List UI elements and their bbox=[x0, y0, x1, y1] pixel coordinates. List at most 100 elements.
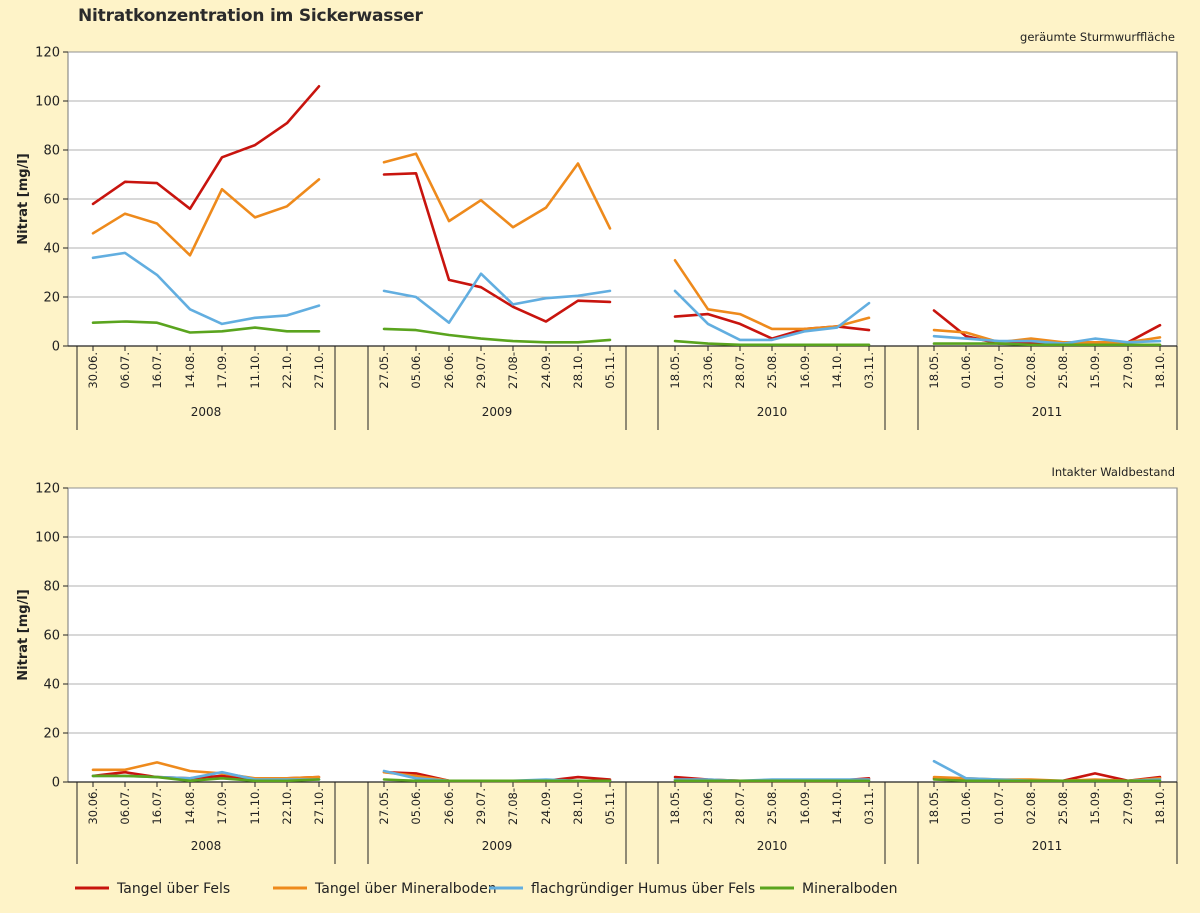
x-tick-label: 27.05. bbox=[377, 352, 391, 389]
year-label: 2009 bbox=[482, 839, 513, 853]
y-tick-label: 20 bbox=[43, 291, 60, 306]
series-line-4-2008 bbox=[91, 774, 321, 783]
chart-title: Nitratkonzentration im Sickerwasser bbox=[78, 6, 423, 26]
legend-label: Mineralboden bbox=[802, 881, 898, 897]
series-line-3-2009 bbox=[382, 272, 612, 325]
series-line-4-2011 bbox=[932, 342, 1162, 347]
x-tick-label: 14.08. bbox=[183, 352, 197, 389]
y-tick-label: 40 bbox=[43, 242, 60, 257]
x-tick-label: 23.06. bbox=[701, 788, 715, 825]
x-tick-label: 18.05. bbox=[927, 788, 941, 825]
series-line-2-2009 bbox=[382, 152, 612, 230]
series-line-1-2009 bbox=[382, 172, 612, 323]
y-axis-label: Nitrat [mg/l] bbox=[16, 589, 31, 680]
x-tick-label: 06.07. bbox=[118, 352, 132, 389]
series-line-1-2008 bbox=[91, 85, 321, 211]
x-tick-label: 28.10. bbox=[571, 788, 585, 825]
x-tick-label: 18.05. bbox=[668, 352, 682, 389]
x-tick-label: 15.09. bbox=[1088, 352, 1102, 389]
x-tick-label: 18.05. bbox=[668, 788, 682, 825]
x-tick-label: 24.09. bbox=[539, 788, 553, 825]
y-axis-label: Nitrat [mg/l] bbox=[16, 153, 31, 244]
y-tick-label: 0 bbox=[52, 340, 60, 355]
y-tick-label: 100 bbox=[35, 95, 60, 110]
y-tick-label: 60 bbox=[43, 629, 60, 644]
year-label: 2008 bbox=[191, 839, 222, 853]
x-tick-label: 01.06. bbox=[959, 788, 973, 825]
x-tick-label: 25.08. bbox=[1056, 352, 1070, 389]
x-tick-label: 27.09. bbox=[1121, 352, 1135, 389]
legend-label: Tangel über Fels bbox=[116, 881, 230, 897]
series-line-2-2008 bbox=[91, 178, 321, 257]
x-tick-label: 23.06. bbox=[701, 352, 715, 389]
x-tick-label: 03.11. bbox=[862, 352, 876, 389]
year-label: 2009 bbox=[482, 405, 513, 419]
x-tick-label: 26.06. bbox=[442, 352, 456, 389]
x-tick-label: 27.10. bbox=[312, 788, 326, 825]
x-tick-label: 01.07. bbox=[992, 352, 1006, 389]
y-tick-label: 120 bbox=[35, 46, 60, 61]
y-tick-label: 60 bbox=[43, 193, 60, 208]
y-tick-label: 100 bbox=[35, 531, 60, 546]
x-tick-label: 14.08. bbox=[183, 788, 197, 825]
chart-subtitle: Intakter Waldbestand bbox=[1051, 465, 1175, 479]
x-tick-label: 18.05. bbox=[927, 352, 941, 389]
chart-subtitle: geräumte Sturmwurffläche bbox=[1020, 30, 1175, 44]
year-label: 2011 bbox=[1032, 405, 1063, 419]
x-tick-label: 27.08- bbox=[506, 788, 520, 825]
x-tick-label: 22.10. bbox=[280, 352, 294, 389]
year-label: 2010 bbox=[757, 839, 788, 853]
x-tick-label: 14.10. bbox=[830, 788, 844, 825]
x-tick-label: 27.05. bbox=[377, 788, 391, 825]
y-tick-label: 80 bbox=[43, 144, 60, 159]
x-tick-label: 26.06. bbox=[442, 788, 456, 825]
x-tick-label: 05.11. bbox=[603, 352, 617, 389]
x-tick-label: 17.09. bbox=[215, 788, 229, 825]
x-tick-label: 03.11. bbox=[862, 788, 876, 825]
x-tick-label: 06.07. bbox=[118, 788, 132, 825]
x-tick-label: 28.10. bbox=[571, 352, 585, 389]
y-tick-label: 0 bbox=[52, 776, 60, 791]
x-tick-label: 11.10. bbox=[248, 352, 262, 389]
y-tick-label: 120 bbox=[35, 482, 60, 497]
x-tick-label: 16.09. bbox=[798, 352, 812, 389]
series-line-4-2008 bbox=[91, 320, 321, 334]
x-tick-label: 01.06. bbox=[959, 352, 973, 389]
x-tick-label: 15.09. bbox=[1088, 788, 1102, 825]
x-tick-label: 05.06. bbox=[409, 788, 423, 825]
series-line-4-2009 bbox=[382, 327, 612, 344]
series-line-4-2011 bbox=[932, 778, 1162, 783]
x-tick-label: 27.09. bbox=[1121, 788, 1135, 825]
x-tick-label: 28.07. bbox=[733, 352, 747, 389]
x-tick-label: 16.09. bbox=[798, 788, 812, 825]
x-tick-label: 25.08. bbox=[765, 788, 779, 825]
series-line-4-2010 bbox=[673, 339, 871, 347]
x-tick-label: 01.07. bbox=[992, 788, 1006, 825]
x-tick-label: 27.08- bbox=[506, 352, 520, 389]
x-tick-label: 14.10. bbox=[830, 352, 844, 389]
y-tick-label: 80 bbox=[43, 580, 60, 595]
series-line-3-2008 bbox=[91, 251, 321, 326]
x-tick-label: 16.07. bbox=[150, 788, 164, 825]
x-tick-label: 02.08. bbox=[1024, 788, 1038, 825]
x-tick-label: 18.10. bbox=[1153, 788, 1167, 825]
x-tick-label: 22.10. bbox=[280, 788, 294, 825]
x-tick-label: 29.07. bbox=[474, 788, 488, 825]
x-tick-label: 25.08. bbox=[765, 352, 779, 389]
y-tick-label: 40 bbox=[43, 678, 60, 693]
x-tick-label: 05.06. bbox=[409, 352, 423, 389]
year-label: 2010 bbox=[757, 405, 788, 419]
year-label: 2011 bbox=[1032, 839, 1063, 853]
x-tick-label: 18.10. bbox=[1153, 352, 1167, 389]
x-tick-label: 28.07. bbox=[733, 788, 747, 825]
x-tick-label: 02.08. bbox=[1024, 352, 1038, 389]
x-tick-label: 24.09. bbox=[539, 352, 553, 389]
x-tick-label: 17.09. bbox=[215, 352, 229, 389]
year-label: 2008 bbox=[191, 405, 222, 419]
y-tick-label: 20 bbox=[43, 727, 60, 742]
legend-label: flachgründiger Humus über Fels bbox=[531, 881, 755, 897]
legend-label: Tangel über Mineralboden bbox=[314, 881, 497, 897]
x-tick-label: 11.10. bbox=[248, 788, 262, 825]
